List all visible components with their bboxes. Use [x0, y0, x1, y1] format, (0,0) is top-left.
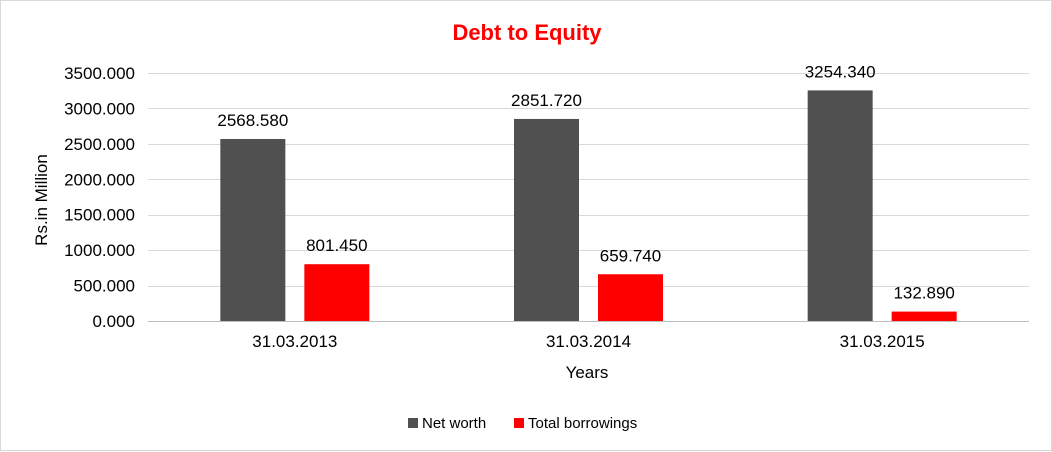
bar-net-worth — [514, 118, 579, 321]
y-tick-label: 0.000 — [92, 312, 135, 331]
chart-title: Debt to Equity — [452, 20, 602, 45]
y-tick-label: 2000.000 — [64, 170, 135, 189]
y-tick-label: 2500.000 — [64, 135, 135, 154]
bars — [220, 90, 957, 321]
x-axis-ticks: 31.03.2013 31.03.2014 31.03.2015 — [252, 332, 924, 351]
bar-net-worth — [220, 138, 286, 321]
bar-total-borrowings — [304, 264, 370, 321]
data-label: 2568.580 — [217, 111, 288, 130]
y-tick-label: 3500.000 — [64, 64, 135, 83]
bar-total-borrowings — [891, 311, 957, 321]
legend-label: Total borrowings — [528, 415, 637, 432]
legend-swatch-net-worth — [408, 418, 418, 428]
x-tick-label: 31.03.2015 — [840, 332, 925, 351]
x-axis-title: Years — [566, 363, 609, 382]
data-label: 801.450 — [306, 236, 367, 255]
bar-net-worth — [807, 90, 873, 321]
y-tick-label: 1500.000 — [64, 206, 135, 225]
x-tick-label: 31.03.2014 — [546, 332, 631, 351]
x-tick-label: 31.03.2013 — [252, 332, 337, 351]
legend-swatch-total-borrowings — [514, 418, 524, 428]
data-label: 3254.340 — [805, 62, 876, 81]
gridlines — [148, 73, 1029, 322]
legend: Net worth Total borrowings — [408, 415, 637, 432]
data-label: 2851.720 — [511, 91, 582, 110]
y-tick-label: 500.000 — [74, 277, 135, 296]
y-axis-ticks: 0.000 500.000 1000.000 1500.000 2000.000 2500… — [64, 64, 135, 331]
y-tick-label: 1000.000 — [64, 241, 135, 260]
data-label: 132.890 — [893, 284, 954, 303]
y-axis-title: Rs.in Million — [32, 154, 51, 246]
y-tick-label: 3000.000 — [64, 99, 135, 118]
data-label: 659.740 — [600, 246, 661, 265]
bar-total-borrowings — [598, 274, 663, 321]
data-labels: 2568.580 801.450 2851.720 659.740 3254.340 13… — [217, 62, 955, 302]
legend-label: Net worth — [422, 415, 486, 432]
